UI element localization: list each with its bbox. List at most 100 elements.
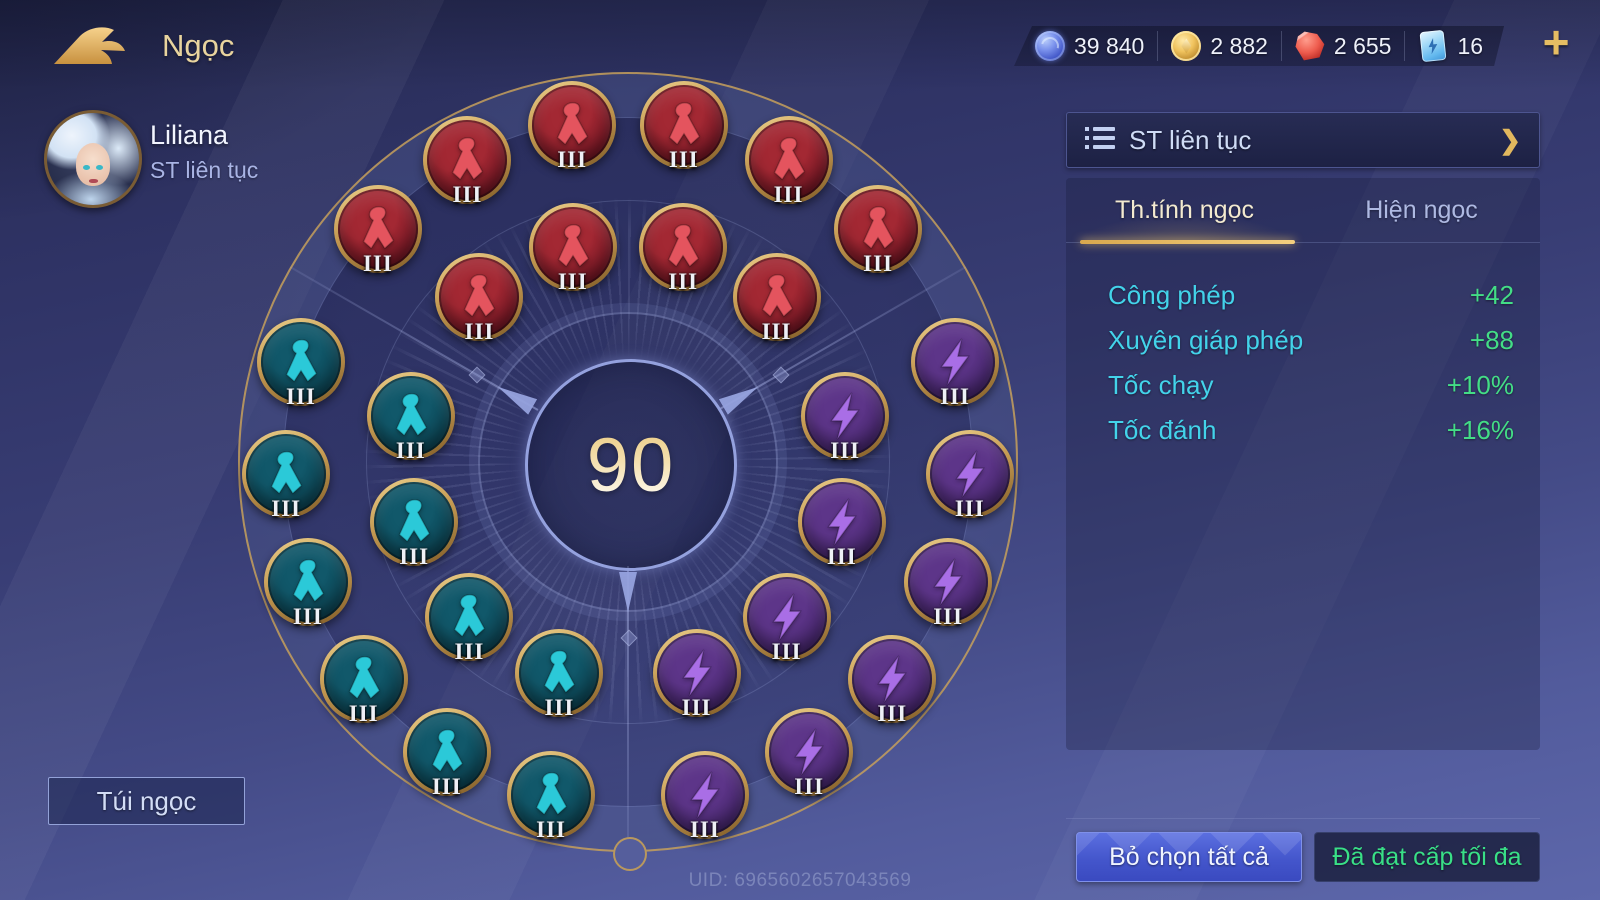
currency-value: 2 882 — [1210, 32, 1268, 59]
gem-tier-label: III — [771, 639, 802, 665]
rune-gem-teal[interactable]: III — [319, 635, 408, 726]
rune-gem-purple[interactable]: III — [765, 708, 854, 799]
rune-gem-red[interactable]: III — [732, 253, 821, 344]
gem-tier-label: III — [940, 384, 970, 409]
gem-tier-label: III — [668, 146, 699, 172]
rune-gem-teal[interactable]: III — [507, 751, 596, 842]
flame-rune-icon — [246, 433, 327, 514]
stat-label: Tốc chạy — [1108, 370, 1214, 400]
list-icon — [1085, 125, 1115, 156]
rune-gem-teal[interactable]: III — [402, 708, 491, 799]
rune-gem-teal[interactable]: III — [515, 629, 604, 720]
currency-item[interactable]: 39 840 — [1022, 31, 1157, 61]
rune-gem-teal[interactable]: III — [425, 573, 514, 664]
rune-bag-button[interactable]: Túi ngọc — [48, 777, 245, 825]
gem-tier-label: III — [464, 319, 495, 345]
currency-item[interactable]: 2 655 — [1281, 31, 1405, 61]
rune-gem-purple[interactable]: III — [911, 318, 1000, 409]
gem-tier-label: III — [431, 774, 462, 800]
stat-label: Công phép — [1108, 280, 1236, 310]
deselect-all-button[interactable]: Bỏ chọn tất cả — [1076, 832, 1302, 882]
flame-rune-icon — [643, 84, 724, 165]
panel-body: Th.tính ngọc Hiện ngọc Công phép +42 Xuyên … — [1066, 178, 1540, 882]
gem-tier-label: III — [933, 604, 964, 630]
rune-gem-red[interactable]: III — [423, 116, 512, 207]
rune-gem-purple[interactable]: III — [660, 751, 749, 842]
rune-gem-purple[interactable]: III — [652, 629, 741, 720]
rune-gem-purple[interactable]: III — [848, 635, 937, 726]
rune-stats-list: Công phép +42 Xuyên giáp phép +88 Tốc chạy +1… — [1066, 243, 1540, 453]
rune-gem-red[interactable]: III — [639, 80, 728, 172]
rune-gem-red[interactable]: III — [528, 80, 617, 172]
rune-gem-purple[interactable]: III — [904, 538, 993, 629]
hero-avatar[interactable] — [44, 110, 142, 208]
back-button[interactable] — [50, 24, 128, 74]
flame-rune-icon — [427, 120, 508, 201]
panel-tab-1[interactable]: Hiện ngọc — [1365, 195, 1478, 224]
currency-bar: 39 840 2 882 2 655 16 — [1014, 26, 1504, 66]
stat-value: +88 — [1469, 325, 1514, 355]
lightning-bolt-icon — [805, 375, 886, 456]
rune-gem-red[interactable]: III — [834, 184, 923, 276]
hero-name: Liliana — [150, 120, 229, 150]
max-level-button[interactable]: Đã đạt cấp tối đa — [1314, 832, 1540, 882]
flame-rune-icon — [370, 375, 451, 456]
lightning-bolt-icon — [908, 542, 989, 623]
lightning-bolt-icon — [664, 755, 745, 836]
rune-gem-red[interactable]: III — [528, 202, 617, 294]
lightning-bolt-icon — [929, 433, 1010, 514]
stat-value: +10% — [1446, 370, 1514, 400]
avatar-face — [75, 143, 111, 186]
gem-tier-label: III — [830, 437, 861, 463]
rune-gem-teal[interactable]: III — [366, 371, 455, 463]
gem-tier-label: III — [395, 437, 426, 463]
panel-buttons: Bỏ chọn tất cả Đã đạt cấp tối đa — [1066, 832, 1540, 882]
active-tab-underline — [1080, 240, 1295, 244]
rune-gem-purple[interactable]: III — [797, 477, 886, 569]
currency-item[interactable]: 16 — [1404, 31, 1496, 61]
rune-gem-red[interactable]: III — [333, 184, 422, 276]
gem-tier-label: III — [348, 701, 379, 727]
rune-gem-purple[interactable]: III — [801, 371, 890, 463]
back-arrow-icon — [50, 27, 128, 77]
rune-gem-red[interactable]: III — [639, 202, 728, 294]
lightning-bolt-icon — [915, 322, 996, 402]
avatar-lips — [89, 179, 99, 184]
currency-item[interactable]: 2 882 — [1157, 31, 1281, 61]
gold-coin-icon — [1171, 31, 1201, 61]
rune-gem-purple[interactable]: III — [925, 429, 1014, 521]
rune-gem-teal[interactable]: III — [256, 318, 345, 409]
stat-row: Công phép +42 — [1108, 273, 1514, 318]
rune-gem-teal[interactable]: III — [370, 477, 459, 569]
ruby-icon — [1295, 31, 1325, 61]
rune-gem-purple[interactable]: III — [742, 573, 831, 664]
rune-gem-red[interactable]: III — [744, 116, 833, 207]
flame-rune-icon — [643, 206, 724, 287]
rune-gem-red[interactable]: III — [435, 253, 524, 344]
flame-rune-icon — [532, 84, 613, 165]
gem-tier-label: III — [454, 639, 485, 665]
stat-value: +16% — [1446, 415, 1514, 445]
gem-tier-label: III — [292, 604, 323, 630]
currency-value: 16 — [1457, 32, 1484, 59]
panel-tab-0[interactable]: Th.tính ngọc — [1066, 178, 1303, 242]
preset-selector[interactable]: ST liên tục ❯ — [1066, 112, 1540, 168]
add-currency-button[interactable]: + — [1532, 16, 1580, 68]
avatar-eye — [95, 164, 103, 170]
rune-page-name: ST liên tục — [150, 157, 259, 183]
rune-level-total: 90 — [586, 422, 676, 508]
gem-tier-label: III — [826, 543, 857, 569]
gem-tier-label: III — [557, 268, 588, 294]
stat-value: +42 — [1469, 280, 1514, 310]
currency-value: 2 655 — [1333, 32, 1392, 59]
essence-orb-icon — [1035, 31, 1065, 61]
gem-tier-label: III — [271, 495, 302, 521]
gem-tier-label: III — [536, 817, 566, 843]
gem-tier-label: III — [877, 701, 908, 727]
gem-tier-label: III — [362, 250, 393, 276]
rune-gem-teal[interactable]: III — [263, 538, 352, 629]
arcana-card-icon — [1420, 30, 1447, 62]
rune-gem-teal[interactable]: III — [242, 429, 331, 521]
flame-rune-icon — [374, 481, 455, 562]
